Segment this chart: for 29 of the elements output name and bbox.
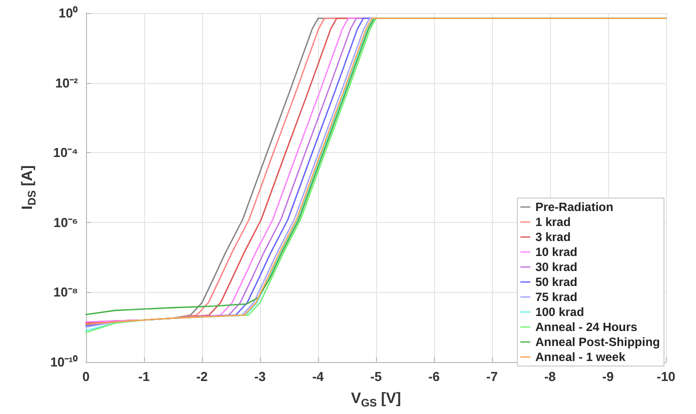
legend-label: Anneal - 1 week: [535, 350, 626, 364]
x-tick-label: -9: [602, 369, 614, 384]
legend-label: 100 krad: [535, 305, 584, 319]
x-tick-label: -7: [486, 369, 498, 384]
x-tick-label: -4: [312, 369, 325, 384]
x-tick-label: -10: [656, 369, 676, 384]
legend-label: 50 krad: [535, 275, 578, 289]
legend-label: 10 krad: [535, 245, 578, 259]
x-tick-label: -1: [138, 369, 150, 384]
legend-label: 30 krad: [535, 260, 578, 274]
x-tick-label: -2: [196, 369, 208, 384]
y-tick-label: 10⁻⁸: [53, 284, 78, 300]
x-tick-label: -3: [254, 369, 266, 384]
x-tick-label: -6: [428, 369, 440, 384]
legend-label: 75 krad: [535, 290, 578, 304]
y-tick-label: 10⁰: [58, 6, 78, 20]
y-tick-label: 10⁻⁴: [53, 145, 78, 160]
legend-label: 3 krad: [535, 230, 571, 244]
x-tick-label: -8: [544, 369, 556, 384]
y-tick-label: 10⁻⁶: [54, 214, 78, 230]
y-axis-title: IDS [A]: [19, 165, 38, 210]
legend-label: 1 krad: [535, 215, 571, 229]
legend-label: Anneal - 24 Hours: [535, 320, 638, 334]
x-tick-label: -5: [370, 369, 382, 384]
y-tick-label: 10⁻¹⁰: [50, 354, 78, 370]
legend-label: Anneal Post-Shipping: [535, 335, 660, 349]
y-tick-label: 10⁻²: [55, 75, 79, 90]
x-tick-label: 0: [82, 369, 90, 384]
legend-label: Pre-Radiation: [535, 200, 614, 214]
